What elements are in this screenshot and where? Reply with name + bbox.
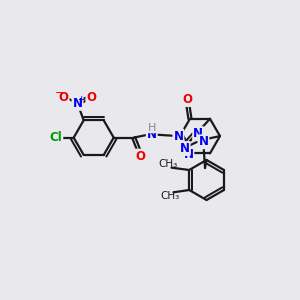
Text: O: O [86, 91, 96, 104]
Text: N: N [180, 142, 190, 155]
Text: N: N [183, 148, 194, 161]
Text: +: + [77, 95, 84, 104]
Text: Cl: Cl [50, 131, 62, 144]
Text: CH₃: CH₃ [158, 159, 177, 169]
Text: O: O [59, 91, 69, 104]
Text: −: − [55, 88, 64, 98]
Text: N: N [199, 135, 208, 148]
Text: H: H [148, 123, 156, 133]
Text: N: N [173, 130, 183, 142]
Text: CH₃: CH₃ [160, 191, 179, 201]
Text: N: N [193, 127, 203, 140]
Text: N: N [147, 128, 157, 141]
Text: N: N [73, 97, 82, 110]
Text: O: O [183, 93, 193, 106]
Text: O: O [135, 150, 145, 163]
